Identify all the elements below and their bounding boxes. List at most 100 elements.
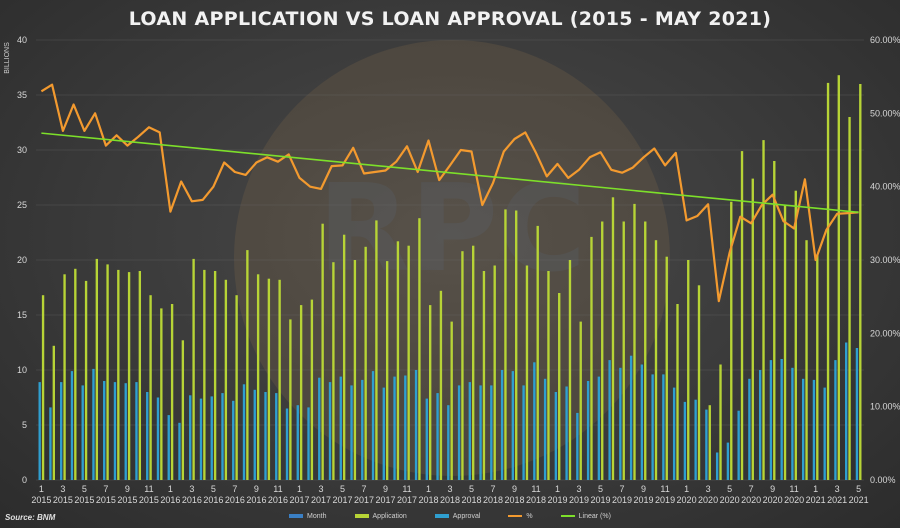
x-tick-year: 2020 [677, 495, 697, 505]
x-tick-month: 3 [318, 484, 323, 494]
x-tick-month: 11 [531, 484, 540, 494]
application-bar [859, 84, 862, 480]
approval-bar [791, 367, 794, 480]
application-bar [826, 82, 830, 481]
x-tick-month: 5 [82, 484, 87, 494]
approval-bar [619, 367, 622, 480]
left-tick-label: 5 [22, 420, 27, 430]
application-bar [719, 364, 722, 480]
approval-bar [715, 452, 719, 480]
x-tick-month: 9 [770, 484, 775, 494]
application-bar [697, 285, 701, 480]
approval-bar [769, 360, 773, 480]
x-tick-month: 9 [125, 484, 130, 494]
x-tick-month: 1 [426, 484, 431, 494]
approval-bar [414, 370, 418, 480]
approval-bar [479, 385, 482, 480]
application-bar [235, 295, 238, 480]
approval-bar [662, 374, 665, 480]
application-bar [364, 246, 367, 480]
application-bar [342, 234, 346, 480]
x-tick-year: 2016 [246, 495, 266, 505]
approval-bar [210, 396, 213, 480]
approval-bar [597, 376, 601, 480]
approval-bar [92, 368, 95, 480]
legend-swatch [289, 514, 304, 519]
approval-bar [189, 395, 192, 480]
approval-bar [490, 385, 493, 480]
approval-bar [38, 382, 41, 480]
application-bar [633, 203, 636, 480]
x-tick-month: 9 [512, 484, 517, 494]
x-tick-year: 2017 [289, 495, 309, 505]
approval-bar [457, 385, 461, 480]
approval-bar [296, 405, 299, 480]
approval-bar [328, 382, 332, 480]
right-tick-label: 10.00% [870, 402, 900, 412]
application-bar [773, 161, 776, 480]
approval-bar [81, 385, 84, 480]
approval-bar [146, 392, 149, 480]
approval-bar [135, 382, 138, 480]
approval-bar [608, 360, 611, 480]
approval-bar [780, 359, 783, 480]
approval-bar [156, 397, 160, 480]
application-bar [332, 262, 335, 480]
application-bar [418, 218, 421, 480]
approval-bar [522, 385, 525, 480]
approval-bar [823, 387, 826, 480]
x-tick-month: 11 [402, 484, 411, 494]
application-bar [482, 271, 486, 480]
x-tick-year: 2020 [720, 495, 740, 505]
application-bar [74, 268, 77, 480]
approval-bar [264, 392, 267, 480]
x-tick-month: 5 [469, 484, 474, 494]
application-bar [461, 251, 464, 480]
right-tick-label: 60.00% [870, 35, 900, 45]
application-bar [321, 223, 324, 480]
approval-bar [318, 377, 321, 480]
application-bar [611, 197, 615, 481]
x-tick-year: 2016 [182, 495, 202, 505]
x-tick-month: 7 [620, 484, 625, 494]
approval-bar [425, 398, 428, 480]
approval-bar [285, 408, 289, 480]
x-tick-year: 2019 [655, 495, 675, 505]
approval-bar [361, 379, 364, 480]
legend-item: Month [289, 513, 327, 520]
left-tick-label: 35 [17, 90, 27, 100]
application-bar [181, 340, 185, 480]
x-tick-year: 2015 [96, 495, 116, 505]
approval-bar [629, 355, 633, 480]
legend-item: Approval [434, 513, 480, 520]
approval-bar [543, 378, 547, 480]
x-tick-month: 9 [254, 484, 259, 494]
approval-bar [672, 387, 676, 480]
approval-bar [554, 392, 558, 480]
application-bar [794, 190, 797, 480]
x-tick-year: 2016 [203, 495, 223, 505]
x-axis: 1201532015520157201592015112015120163201… [31, 484, 868, 505]
application-bar [762, 140, 765, 480]
approval-bars [38, 342, 859, 480]
application-bar [267, 278, 271, 480]
x-tick-year: 2017 [375, 495, 395, 505]
x-tick-year: 2015 [139, 495, 159, 505]
approval-bar [382, 387, 385, 480]
approval-bar [103, 381, 106, 480]
application-bar [783, 205, 787, 480]
x-tick-year: 2016 [225, 495, 245, 505]
x-tick-month: 1 [168, 484, 173, 494]
left-tick-label: 15 [17, 310, 27, 320]
approval-bar [748, 378, 751, 480]
application-bar [246, 250, 249, 480]
right-tick-label: 50.00% [870, 108, 900, 118]
x-tick-year: 2018 [505, 495, 525, 505]
application-bar [63, 274, 66, 480]
application-bar [278, 279, 281, 480]
x-tick-month: 3 [447, 484, 452, 494]
approval-bar [726, 442, 730, 480]
application-bar [203, 269, 206, 480]
left-tick-label: 40 [17, 35, 27, 45]
